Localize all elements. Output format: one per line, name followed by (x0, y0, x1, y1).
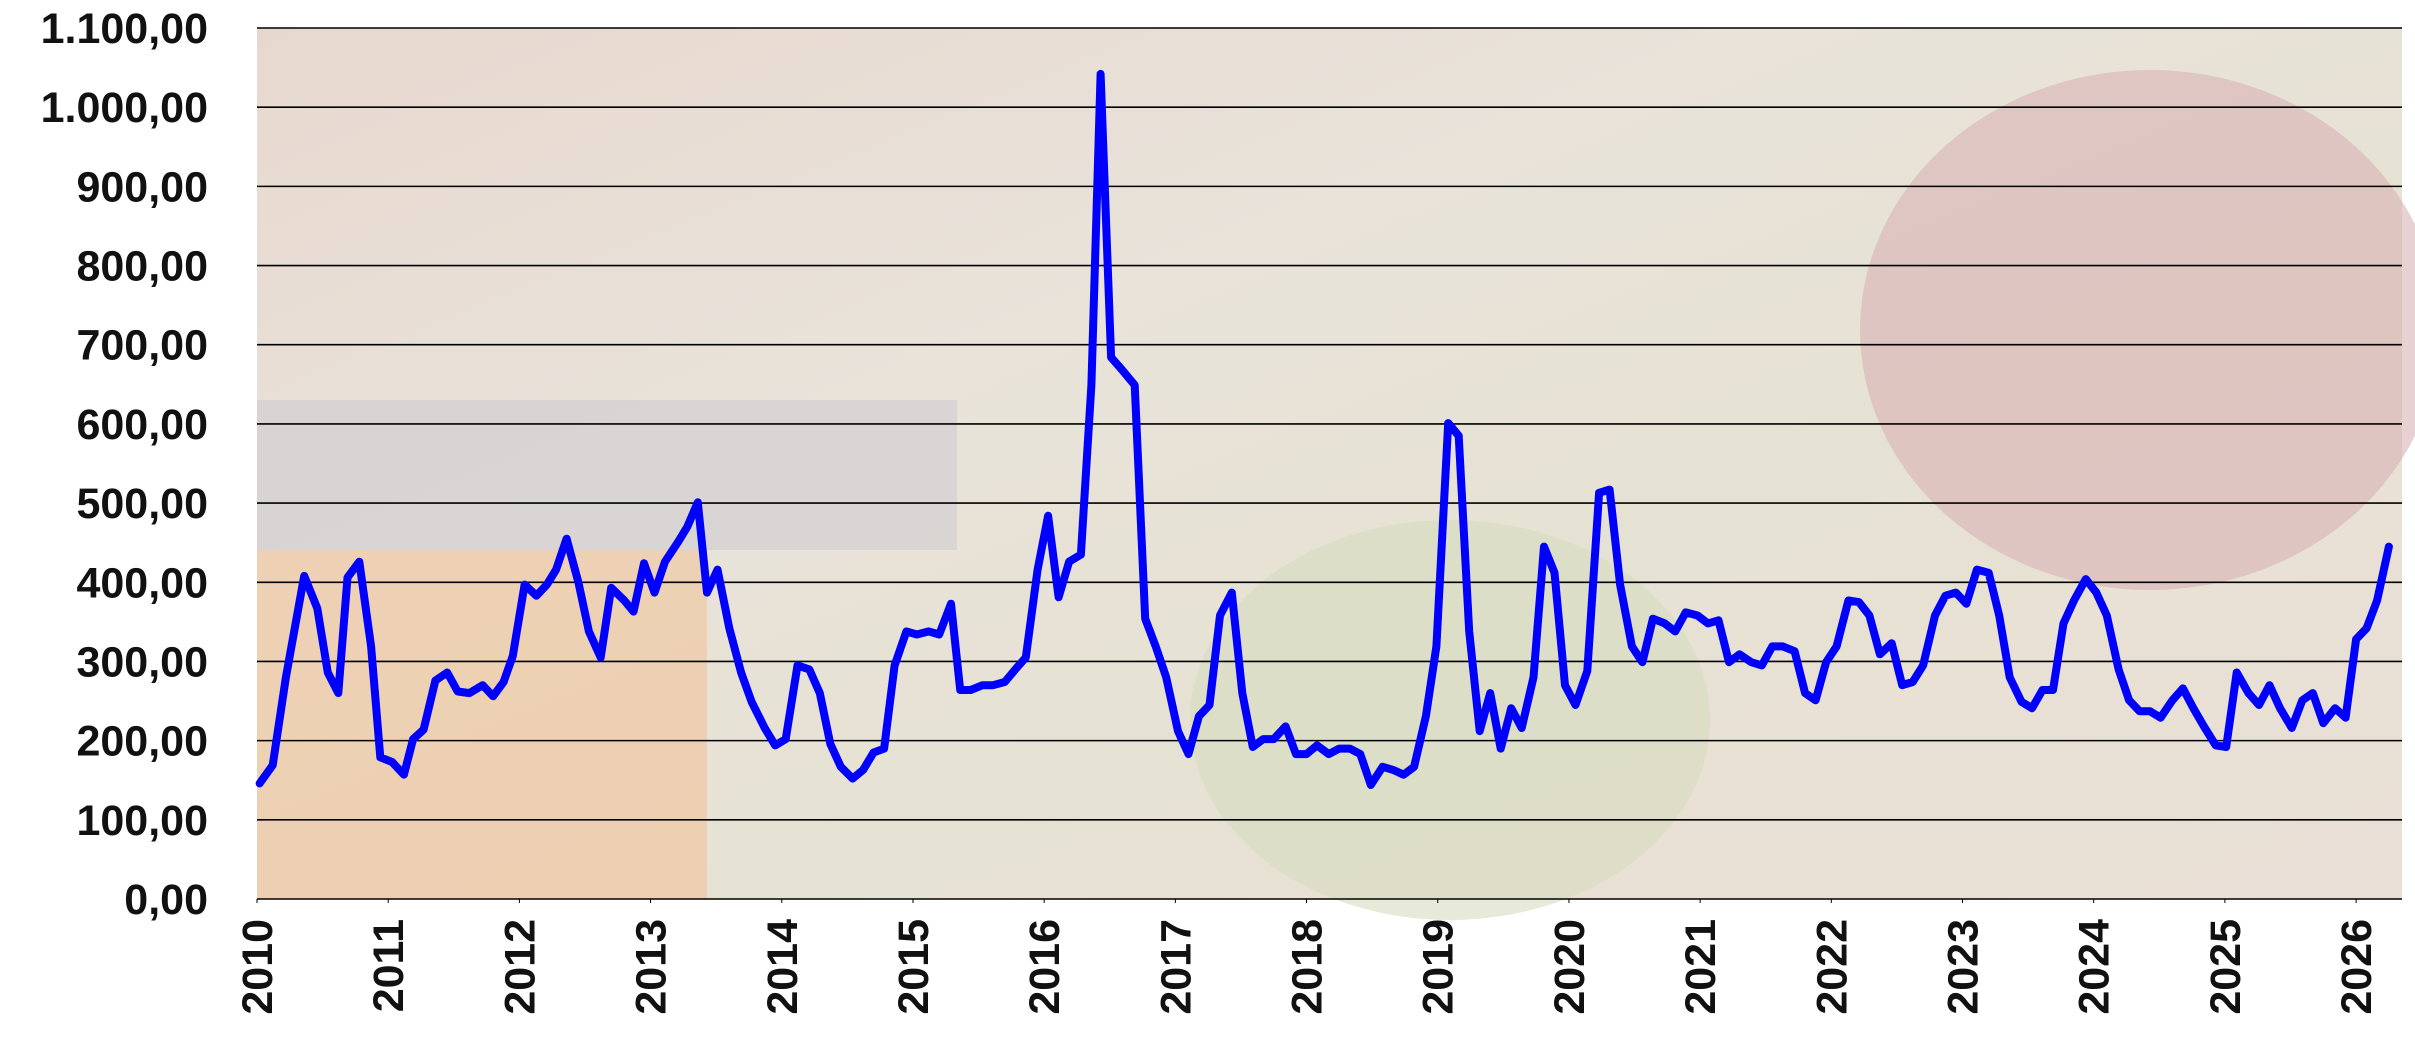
y-tick-label: 1.000,00 (41, 84, 208, 132)
x-tick-label: 2020 (1546, 919, 1594, 1015)
x-tick-label: 2023 (1940, 919, 1988, 1015)
y-tick-label: 700,00 (76, 322, 208, 370)
x-tick-label: 2026 (2333, 919, 2381, 1015)
y-tick-label: 900,00 (76, 163, 208, 211)
x-tick-label: 2015 (890, 919, 938, 1015)
y-tick-label: 400,00 (76, 559, 208, 607)
y-tick-label: 100,00 (76, 797, 208, 845)
y-tick-label: 200,00 (76, 718, 208, 766)
x-tick-label: 2018 (1284, 919, 1332, 1015)
y-tick-label: 600,00 (76, 401, 208, 449)
x-tick-label: 2022 (1808, 919, 1856, 1015)
x-tick-label: 2010 (234, 919, 282, 1015)
y-tick-label: 1.100,00 (41, 5, 208, 53)
x-tick-label: 2024 (2071, 919, 2119, 1015)
plot-background (257, 28, 2415, 920)
x-tick-label: 2025 (2202, 919, 2250, 1015)
x-tick-label: 2017 (1152, 919, 1200, 1015)
x-tick-label: 2012 (496, 919, 544, 1015)
x-tick-label: 2013 (628, 919, 676, 1015)
x-tick-label: 2011 (365, 919, 413, 1012)
y-tick-label: 500,00 (76, 480, 208, 528)
y-tick-label: 800,00 (76, 243, 208, 291)
line-series (255, 69, 2393, 789)
x-tick-label: 2016 (1021, 919, 1069, 1015)
y-tick-label: 0,00 (124, 876, 208, 924)
x-tick-label: 2019 (1415, 919, 1463, 1015)
x-tick-label: 2021 (1677, 919, 1725, 1015)
x-tick-label: 2014 (759, 919, 807, 1015)
y-tick-label: 300,00 (76, 638, 208, 686)
